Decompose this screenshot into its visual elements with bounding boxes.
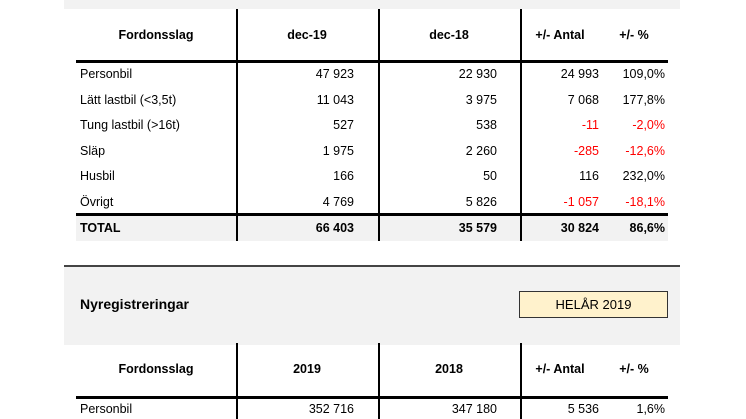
cell-name: Lätt lastbil (<3,5t) — [80, 92, 177, 107]
total-a: 66 403 — [315, 221, 354, 235]
cell-diff: -285 — [573, 143, 599, 158]
cell-pct: -2,0% — [632, 118, 665, 133]
cell-name: Husbil — [80, 169, 115, 184]
top-band — [64, 0, 680, 9]
header-rule — [76, 60, 668, 63]
cell-b: 3 975 — [465, 92, 497, 107]
cell-a: 527 — [333, 118, 354, 133]
cell-name: Tung lastbil (>16t) — [80, 118, 180, 133]
column-header: Fordonsslag — [118, 28, 194, 42]
total-rule — [76, 213, 668, 216]
cell-pct: 232,0% — [622, 169, 665, 184]
cell-b: 347 180 — [451, 402, 497, 416]
cell-a: 4 769 — [322, 195, 354, 209]
cell-b: 5 826 — [465, 195, 497, 209]
cell-pct: 109,0% — [622, 67, 665, 81]
column-divider — [378, 343, 380, 419]
total-diff: 30 824 — [560, 221, 599, 235]
column-header: +/- Antal — [535, 362, 585, 376]
cell-name: Övrigt — [80, 195, 114, 209]
column-divider — [520, 9, 522, 241]
cell-b: 22 930 — [458, 67, 497, 81]
total-pct: 86,6% — [629, 221, 665, 235]
column-header: +/- Antal — [535, 28, 585, 42]
total-b: 35 579 — [458, 221, 497, 235]
cell-name: Personbil — [80, 67, 133, 81]
cell-diff: -11 — [581, 118, 599, 133]
column-header: 2019 — [293, 362, 321, 376]
column-divider — [236, 343, 238, 419]
column-divider — [520, 343, 522, 419]
total-name: TOTAL — [80, 221, 121, 235]
header-rule — [76, 396, 668, 399]
cell-diff: 116 — [579, 169, 599, 184]
cell-a: 166 — [333, 169, 354, 184]
column-header: dec-18 — [429, 28, 469, 42]
cell-pct: 1,6% — [636, 402, 666, 416]
cell-b: 2 260 — [465, 143, 497, 158]
cell-name: Släp — [80, 143, 106, 158]
column-header: Fordonsslag — [118, 362, 194, 376]
cell-b: 50 — [483, 169, 497, 184]
total-row — [76, 216, 668, 241]
cell-a: 11 043 — [316, 92, 354, 107]
column-divider — [378, 9, 380, 241]
cell-diff: 5 536 — [567, 402, 599, 416]
cell-b: 538 — [476, 118, 497, 133]
cell-a: 352 716 — [308, 402, 354, 416]
cell-diff: -1 057 — [563, 195, 599, 209]
cell-diff: 24 993 — [560, 67, 599, 81]
column-header: 2018 — [435, 362, 463, 376]
cell-a: 1 975 — [322, 143, 354, 158]
cell-diff: 7 068 — [567, 92, 599, 107]
column-header: +/- % — [619, 362, 649, 376]
column-header: +/- % — [619, 28, 649, 42]
column-header: dec-19 — [287, 28, 327, 42]
cell-a: 47 923 — [315, 67, 354, 81]
cell-pct: -18,1% — [625, 195, 665, 209]
cell-name: Personbil — [80, 402, 133, 416]
cell-pct: 177,8% — [622, 92, 665, 107]
section-title: Nyregistreringar — [80, 296, 189, 312]
period-badge[interactable]: HELÅR 2019 — [519, 291, 668, 318]
cell-pct: -12,6% — [625, 143, 665, 158]
column-divider — [236, 9, 238, 241]
